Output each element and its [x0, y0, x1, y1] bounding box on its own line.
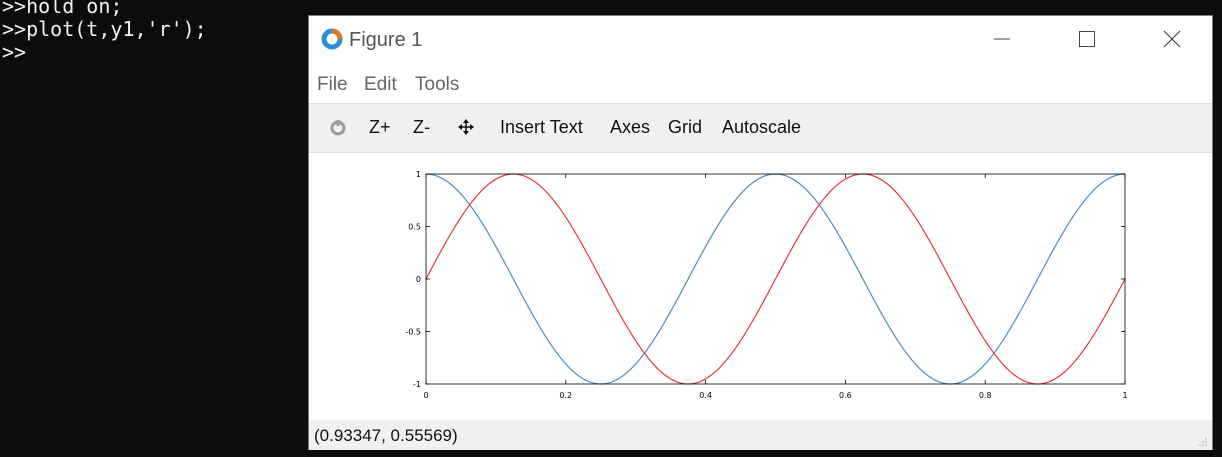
y-tick-label: -0.5 — [405, 328, 421, 337]
minimize-icon — [994, 38, 1010, 40]
menu-bar: File Edit Tools — [309, 68, 1212, 102]
close-icon — [1163, 30, 1181, 48]
autoscale-button[interactable]: Autoscale — [722, 117, 802, 137]
menu-edit[interactable]: Edit — [364, 74, 397, 95]
grid-button[interactable]: Grid — [668, 117, 703, 137]
axes-button[interactable]: Axes — [610, 117, 651, 137]
plot-canvas[interactable]: 0 0.2 0.4 0.6 0.8 1 1 0.5 0 -0.5 -1 — [309, 154, 1212, 420]
maximize-icon — [1079, 31, 1095, 47]
x-tick-label: 1 — [1122, 391, 1127, 400]
rotate-icon — [330, 120, 346, 136]
menu-file[interactable]: File — [317, 74, 348, 95]
status-bar: (0.93347, 0.55569) — [309, 420, 1212, 450]
cursor-coordinates: (0.93347, 0.55569) — [314, 426, 458, 445]
chart-svg[interactable]: 0 0.2 0.4 0.6 0.8 1 1 0.5 0 -0.5 -1 — [309, 154, 1212, 420]
x-tick-label: 0 — [423, 391, 428, 400]
y-tick-label: -1 — [413, 380, 421, 389]
close-button[interactable] — [1149, 16, 1195, 62]
x-tick-label: 0.2 — [559, 391, 572, 400]
maximize-button[interactable] — [1064, 16, 1110, 62]
pan-arrows-icon — [458, 119, 474, 135]
zoom-in-button[interactable]: Z+ — [369, 117, 391, 137]
x-tick-label: 0.4 — [699, 391, 712, 400]
console-prompt[interactable]: >> — [2, 40, 27, 64]
zoom-out-button[interactable]: Z- — [413, 117, 430, 137]
x-tick-label: 0.6 — [839, 391, 852, 400]
figure-toolbar: Z+ Z- Insert Text Axes Grid Autoscale — [309, 103, 1212, 153]
console-line: >>hold on; — [2, 0, 123, 18]
y-tick-label: 0 — [416, 275, 421, 284]
pan-button[interactable] — [457, 118, 475, 141]
minimize-button[interactable] — [979, 16, 1025, 62]
figure-window[interactable]: Figure 1 File Edit Tools Z+ Z- — [308, 15, 1213, 450]
series-line-1 — [425, 173, 1126, 385]
menu-tools[interactable]: Tools — [415, 74, 460, 95]
window-title: Figure 1 — [349, 29, 423, 51]
console-line: >>plot(t,y1,'r'); — [2, 17, 207, 41]
x-tick-label: 0.8 — [979, 391, 992, 400]
resize-grip-icon[interactable] — [1198, 437, 1208, 447]
command-window[interactable]: >>hold on; >>plot(t,y1,'r'); >> — [0, 0, 305, 457]
octave-logo-icon — [321, 28, 343, 50]
y-tick-label: 1 — [416, 170, 421, 179]
y-tick-label: 0.5 — [408, 223, 421, 232]
title-bar[interactable]: Figure 1 — [309, 16, 1212, 66]
rotate-button[interactable] — [329, 118, 347, 141]
insert-text-button[interactable]: Insert Text — [500, 117, 583, 137]
